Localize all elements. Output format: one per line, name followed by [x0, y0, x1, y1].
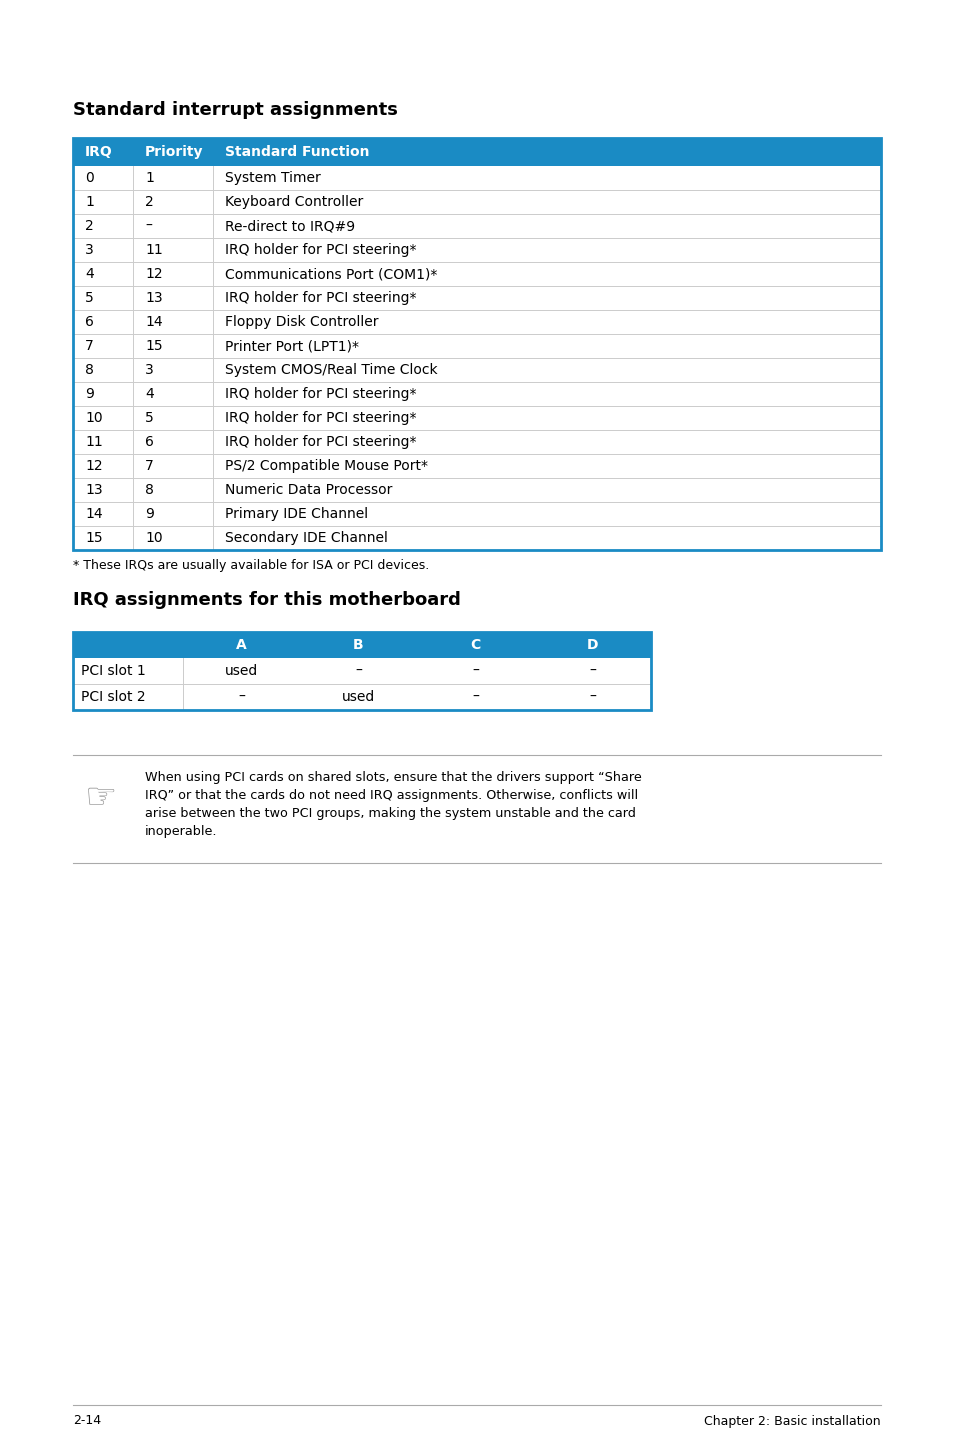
Text: Floppy Disk Controller: Floppy Disk Controller: [225, 315, 378, 329]
Text: Re-direct to IRQ#9: Re-direct to IRQ#9: [225, 219, 355, 233]
Bar: [73, 214, 880, 239]
Text: Standard Function: Standard Function: [225, 145, 369, 160]
Text: 4: 4: [145, 387, 153, 401]
Text: 9: 9: [85, 387, 93, 401]
Text: C: C: [470, 638, 480, 651]
Text: IRQ holder for PCI steering*: IRQ holder for PCI steering*: [225, 243, 416, 257]
Text: Numeric Data Processor: Numeric Data Processor: [225, 483, 392, 498]
Text: 6: 6: [145, 436, 153, 449]
Bar: [73, 684, 650, 710]
Text: 2: 2: [85, 219, 93, 233]
Text: Primary IDE Channel: Primary IDE Channel: [225, 508, 368, 521]
Text: IRQ: IRQ: [85, 145, 112, 160]
Text: IRQ assignments for this motherboard: IRQ assignments for this motherboard: [73, 591, 460, 610]
Text: –: –: [145, 219, 152, 233]
Text: IRQ holder for PCI steering*: IRQ holder for PCI steering*: [225, 387, 416, 401]
Text: System CMOS/Real Time Clock: System CMOS/Real Time Clock: [225, 362, 437, 377]
Bar: [73, 138, 880, 549]
Bar: [73, 659, 650, 684]
Text: IRQ holder for PCI steering*: IRQ holder for PCI steering*: [225, 411, 416, 426]
Text: 7: 7: [145, 459, 153, 473]
Text: 2-14: 2-14: [73, 1415, 101, 1428]
Text: –: –: [355, 664, 361, 677]
Text: IRQ” or that the cards do not need IRQ assignments. Otherwise, conflicts will: IRQ” or that the cards do not need IRQ a…: [145, 789, 638, 802]
Text: 15: 15: [145, 339, 162, 352]
Text: –: –: [238, 690, 245, 705]
Text: 3: 3: [145, 362, 153, 377]
Text: Keyboard Controller: Keyboard Controller: [225, 196, 363, 209]
Text: PCI slot 1: PCI slot 1: [81, 664, 146, 677]
Text: 3: 3: [85, 243, 93, 257]
Text: A: A: [236, 638, 247, 651]
Bar: [73, 190, 880, 214]
Text: 10: 10: [85, 411, 103, 426]
Text: arise between the two PCI groups, making the system unstable and the card: arise between the two PCI groups, making…: [145, 807, 636, 820]
Text: 1: 1: [85, 196, 93, 209]
Text: 11: 11: [145, 243, 163, 257]
Bar: [73, 334, 880, 358]
Text: 7: 7: [85, 339, 93, 352]
Text: 12: 12: [85, 459, 103, 473]
Text: 13: 13: [145, 290, 162, 305]
Text: B: B: [353, 638, 363, 651]
Text: IRQ holder for PCI steering*: IRQ holder for PCI steering*: [225, 290, 416, 305]
Text: 0: 0: [85, 171, 93, 186]
Text: ☞: ☞: [85, 779, 117, 814]
Text: 11: 11: [85, 436, 103, 449]
Bar: [73, 262, 880, 286]
Text: –: –: [472, 690, 478, 705]
Text: PCI slot 2: PCI slot 2: [81, 690, 146, 705]
Text: 12: 12: [145, 267, 162, 280]
Text: 15: 15: [85, 531, 103, 545]
Text: used: used: [341, 690, 375, 705]
Bar: [73, 477, 880, 502]
Text: 1: 1: [145, 171, 153, 186]
Text: 5: 5: [85, 290, 93, 305]
Text: 6: 6: [85, 315, 93, 329]
Bar: [73, 406, 880, 430]
Text: Secondary IDE Channel: Secondary IDE Channel: [225, 531, 388, 545]
Text: D: D: [586, 638, 598, 651]
Text: Standard interrupt assignments: Standard interrupt assignments: [73, 101, 397, 119]
Bar: [73, 239, 880, 262]
Bar: [73, 286, 880, 311]
Text: Chapter 2: Basic installation: Chapter 2: Basic installation: [703, 1415, 880, 1428]
Text: 2: 2: [145, 196, 153, 209]
Bar: [73, 502, 880, 526]
Bar: [73, 358, 880, 383]
Text: 4: 4: [85, 267, 93, 280]
Text: System Timer: System Timer: [225, 171, 320, 186]
Bar: [73, 526, 880, 549]
Text: IRQ holder for PCI steering*: IRQ holder for PCI steering*: [225, 436, 416, 449]
Text: –: –: [588, 664, 596, 677]
Bar: [73, 383, 880, 406]
Text: Priority: Priority: [145, 145, 203, 160]
Text: 13: 13: [85, 483, 103, 498]
Text: PS/2 Compatible Mouse Port*: PS/2 Compatible Mouse Port*: [225, 459, 428, 473]
Text: Communications Port (COM1)*: Communications Port (COM1)*: [225, 267, 436, 280]
Text: 14: 14: [85, 508, 103, 521]
Text: inoperable.: inoperable.: [145, 825, 217, 838]
Text: 14: 14: [145, 315, 162, 329]
Text: 9: 9: [145, 508, 153, 521]
Text: 8: 8: [145, 483, 153, 498]
Bar: [73, 631, 650, 659]
Bar: [73, 631, 650, 710]
Text: When using PCI cards on shared slots, ensure that the drivers support “Share: When using PCI cards on shared slots, en…: [145, 771, 641, 784]
Text: 10: 10: [145, 531, 162, 545]
Text: 5: 5: [145, 411, 153, 426]
Text: 8: 8: [85, 362, 93, 377]
Bar: [73, 138, 880, 165]
Text: * These IRQs are usually available for ISA or PCI devices.: * These IRQs are usually available for I…: [73, 559, 429, 572]
Text: –: –: [588, 690, 596, 705]
Text: used: used: [225, 664, 258, 677]
Bar: [73, 311, 880, 334]
Bar: [73, 165, 880, 190]
Text: Printer Port (LPT1)*: Printer Port (LPT1)*: [225, 339, 358, 352]
Text: –: –: [472, 664, 478, 677]
Bar: [73, 454, 880, 477]
Bar: [73, 430, 880, 454]
